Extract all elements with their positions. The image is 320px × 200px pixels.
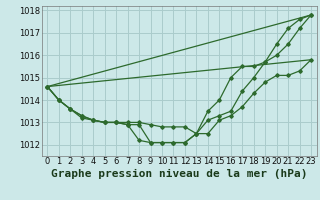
X-axis label: Graphe pression niveau de la mer (hPa): Graphe pression niveau de la mer (hPa) [51, 169, 308, 179]
